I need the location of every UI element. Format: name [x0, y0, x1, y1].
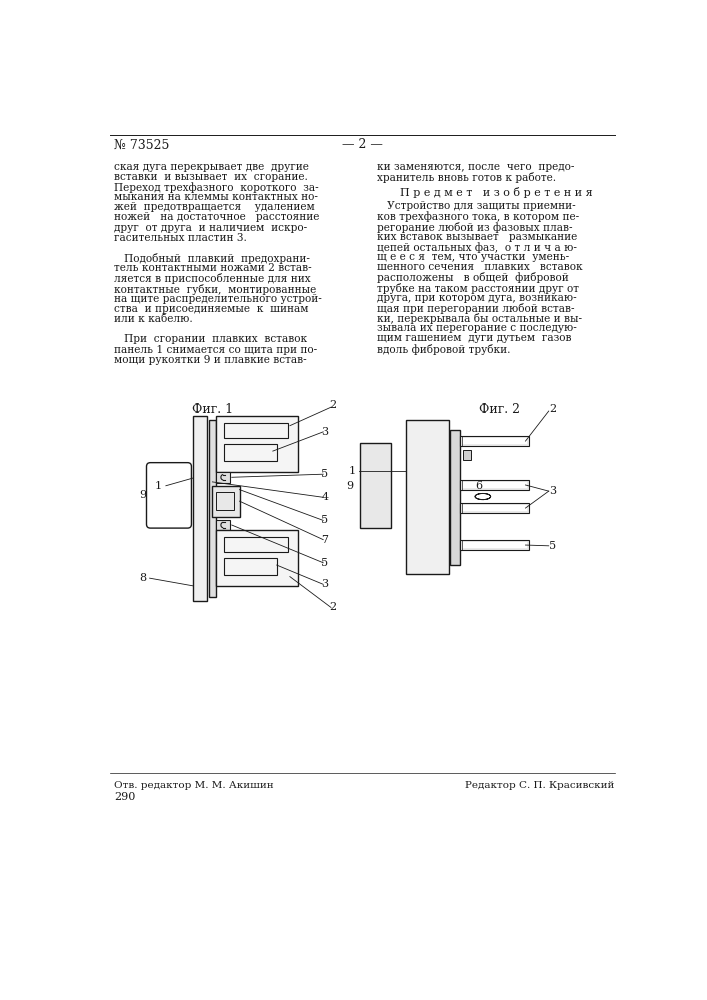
Text: П р е д м е т   и з о б р е т е н и я: П р е д м е т и з о б р е т е н и я: [400, 187, 593, 198]
Text: 290: 290: [114, 792, 135, 802]
Text: 3: 3: [321, 579, 328, 589]
Text: 6: 6: [475, 481, 483, 491]
Bar: [216, 520, 230, 530]
Bar: [193, 416, 207, 601]
Bar: [462, 542, 527, 548]
Text: 3: 3: [549, 486, 556, 496]
Bar: [224, 537, 288, 552]
Text: шенного сечения   плавких   вставок: шенного сечения плавких вставок: [377, 262, 583, 272]
Text: цепей остальных фаз,  о т л и ч а ю-: цепей остальных фаз, о т л и ч а ю-: [377, 242, 576, 253]
Bar: [464, 450, 472, 460]
Bar: [224, 423, 288, 438]
Text: Устройство для защиты приемни-: Устройство для защиты приемни-: [377, 201, 575, 211]
Bar: [212, 486, 240, 517]
Text: контактные  губки,  монтированные: контактные губки, монтированные: [114, 284, 316, 295]
Bar: [216, 530, 298, 586]
Text: Отв. редактор М. М. Акишин: Отв. редактор М. М. Акишин: [114, 781, 274, 790]
Text: ская дуга перекрывает две  другие: ская дуга перекрывает две другие: [114, 162, 309, 172]
Bar: [462, 438, 527, 444]
Text: щ е е с я  тем, что участки  умень-: щ е е с я тем, что участки умень-: [377, 252, 569, 262]
Text: друг  от друга  и наличием  искро-: друг от друга и наличием искро-: [114, 223, 307, 233]
Bar: [209, 420, 216, 597]
Text: мыкания на клеммы контактных но-: мыкания на клеммы контактных но-: [114, 192, 318, 202]
Text: При  сгорании  плавких  вставок: При сгорании плавких вставок: [114, 334, 307, 344]
Text: Переход трехфазного  короткого  за-: Переход трехфазного короткого за-: [114, 182, 319, 193]
Bar: [460, 436, 530, 446]
Text: 9: 9: [139, 490, 146, 500]
Text: ства  и присоединяемые  к  шинам: ства и присоединяемые к шинам: [114, 304, 308, 314]
Text: 2: 2: [329, 400, 336, 410]
Text: 3: 3: [321, 427, 328, 437]
Text: 1: 1: [155, 481, 162, 491]
Bar: [460, 480, 530, 490]
Text: 8: 8: [139, 573, 146, 583]
Text: друга, при котором дуга, возникаю-: друга, при котором дуга, возникаю-: [377, 293, 576, 303]
Text: гасительных пластин 3.: гасительных пластин 3.: [114, 233, 247, 243]
Text: вдоль фибровой трубки.: вдоль фибровой трубки.: [377, 344, 510, 355]
Text: Подобный  плавкий  предохрани-: Подобный плавкий предохрани-: [114, 253, 310, 264]
Text: ков трехфазного тока, в котором пе-: ков трехфазного тока, в котором пе-: [377, 211, 579, 222]
Bar: [216, 492, 234, 510]
Text: Фиг. 1: Фиг. 1: [192, 403, 233, 416]
Text: хранитель вновь готов к работе.: хранитель вновь готов к работе.: [377, 172, 556, 183]
Bar: [462, 505, 527, 511]
Bar: [224, 444, 276, 461]
Bar: [450, 430, 460, 565]
Bar: [216, 472, 230, 483]
Text: тель контактными ножами 2 встав-: тель контактными ножами 2 встав-: [114, 263, 312, 273]
Text: ножей   на достаточное   расстояние: ножей на достаточное расстояние: [114, 212, 320, 222]
Text: 5: 5: [321, 515, 328, 525]
Text: 9: 9: [346, 481, 354, 491]
Text: 4: 4: [321, 492, 328, 502]
Text: панель 1 снимается со щита при по-: панель 1 снимается со щита при по-: [114, 345, 317, 355]
Bar: [224, 558, 276, 575]
Text: расположены   в общей  фибровой: расположены в общей фибровой: [377, 272, 568, 283]
Text: 7: 7: [321, 535, 328, 545]
Bar: [460, 540, 530, 550]
Text: Редактор С. П. Красивский: Редактор С. П. Красивский: [465, 781, 614, 790]
Bar: [460, 503, 530, 513]
Text: мощи рукоятки 9 и плавкие встав-: мощи рукоятки 9 и плавкие встав-: [114, 355, 307, 365]
Text: трубке на таком расстоянии друг от: трубке на таком расстоянии друг от: [377, 283, 578, 294]
Text: ки заменяются, после  чего  предо-: ки заменяются, после чего предо-: [377, 162, 574, 172]
Bar: [360, 443, 391, 528]
Text: жей  предотвращается    удалением: жей предотвращается удалением: [114, 202, 315, 212]
Text: 5: 5: [549, 541, 556, 551]
Text: 1: 1: [349, 466, 356, 476]
Text: на щите распределительного устрой-: на щите распределительного устрой-: [114, 294, 322, 304]
Text: 2: 2: [549, 404, 556, 414]
Text: зывала их перегорание с последую-: зывала их перегорание с последую-: [377, 323, 576, 333]
Bar: [462, 482, 527, 488]
Text: 2: 2: [329, 602, 336, 612]
Bar: [406, 420, 449, 574]
Text: — 2 —: — 2 —: [341, 138, 382, 151]
Text: или к кабелю.: или к кабелю.: [114, 314, 193, 324]
Text: ляется в приспособленные для них: ляется в приспособленные для них: [114, 273, 310, 284]
Text: Фиг. 2: Фиг. 2: [479, 403, 520, 416]
Text: № 73525: № 73525: [114, 138, 169, 151]
Bar: [216, 416, 298, 472]
Text: щим гашением  дуги дутьем  газов: щим гашением дуги дутьем газов: [377, 333, 571, 343]
Text: 5: 5: [321, 469, 328, 479]
Text: регорание любой из фазовых плав-: регорание любой из фазовых плав-: [377, 222, 572, 233]
Text: вставки  и вызывает  их  сгорание.: вставки и вызывает их сгорание.: [114, 172, 308, 182]
Text: ких вставок вызывает   размыкание: ких вставок вызывает размыкание: [377, 232, 577, 242]
Text: ки, перекрывала бы остальные и вы-: ки, перекрывала бы остальные и вы-: [377, 313, 582, 324]
Text: щая при перегорании любой встав-: щая при перегорании любой встав-: [377, 303, 574, 314]
Text: 5: 5: [321, 558, 328, 568]
